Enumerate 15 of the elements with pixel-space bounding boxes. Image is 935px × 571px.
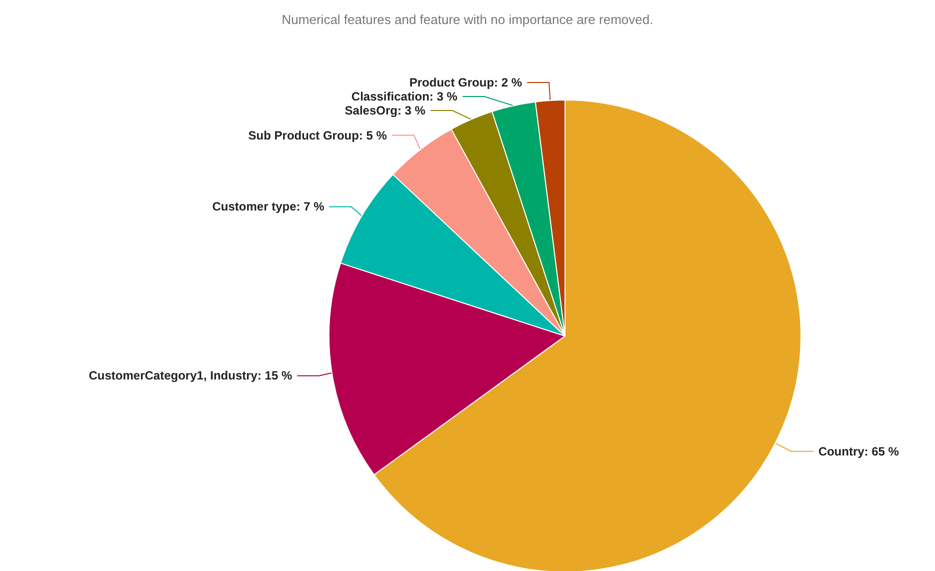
data-label: : 3 %: [429, 90, 458, 104]
slice-label: Classification: [351, 90, 430, 104]
slice-label: Country: [818, 444, 865, 458]
data-label: : 15 %: [257, 368, 292, 383]
data-label: : 7 %: [296, 200, 325, 214]
data-label: : 2 %: [494, 76, 522, 90]
slice-label: Sub Product Group: [248, 128, 359, 142]
data-label: : 5 %: [358, 128, 388, 142]
chart-subtitle: Numerical features and feature with no importance are removed.: [282, 12, 654, 27]
data-label: : 3 %: [397, 104, 426, 118]
slice-label: CustomerCategory1, Industry: [88, 368, 258, 383]
slice-label: SalesOrg: [344, 104, 398, 118]
data-label: : 65 %: [864, 444, 900, 458]
slice-label: Customer type: [212, 200, 297, 214]
slice-label: Product Group: [409, 76, 494, 90]
